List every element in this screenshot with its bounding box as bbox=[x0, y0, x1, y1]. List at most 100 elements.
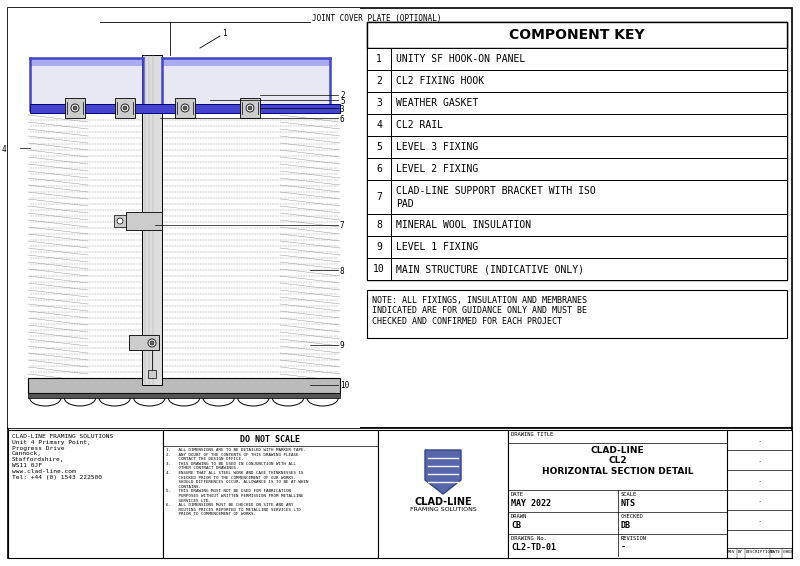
Bar bbox=[114, 215, 126, 227]
Bar bbox=[8, 8, 360, 428]
Text: DRAWING No.: DRAWING No. bbox=[511, 536, 546, 541]
Bar bbox=[367, 236, 787, 258]
Circle shape bbox=[117, 218, 123, 224]
Text: .: . bbox=[758, 497, 761, 503]
Bar bbox=[129, 335, 159, 350]
Text: 9: 9 bbox=[340, 341, 345, 350]
Text: BY: BY bbox=[738, 550, 743, 554]
Circle shape bbox=[246, 104, 254, 112]
Text: 10: 10 bbox=[340, 381, 350, 391]
Text: 5: 5 bbox=[376, 142, 382, 152]
Bar bbox=[367, 22, 787, 280]
Text: LEVEL 1 FIXING: LEVEL 1 FIXING bbox=[396, 242, 478, 252]
Text: WEATHER GASKET: WEATHER GASKET bbox=[396, 98, 478, 108]
Text: PAD: PAD bbox=[396, 199, 414, 209]
Text: -: - bbox=[621, 543, 626, 552]
Circle shape bbox=[121, 104, 129, 112]
Text: CHKD: CHKD bbox=[783, 550, 793, 554]
Bar bbox=[28, 393, 340, 398]
Circle shape bbox=[150, 341, 154, 345]
Text: CL2 FIXING HOOK: CL2 FIXING HOOK bbox=[396, 76, 484, 86]
Bar bbox=[175, 98, 195, 118]
Text: 3: 3 bbox=[340, 105, 345, 114]
Bar bbox=[148, 370, 156, 378]
Bar bbox=[367, 180, 787, 214]
Text: .: . bbox=[758, 437, 761, 443]
Text: 4: 4 bbox=[376, 120, 382, 130]
Bar bbox=[30, 104, 340, 113]
Text: COMPONENT KEY: COMPONENT KEY bbox=[509, 28, 645, 42]
Bar bbox=[115, 98, 135, 118]
Text: CLAD-LINE: CLAD-LINE bbox=[414, 497, 472, 507]
Circle shape bbox=[248, 106, 252, 110]
Text: CB: CB bbox=[511, 521, 521, 530]
Text: JOINT COVER PLATE (OPTIONAL): JOINT COVER PLATE (OPTIONAL) bbox=[312, 15, 442, 24]
Text: 3: 3 bbox=[376, 98, 382, 108]
Text: DO NOT SCALE: DO NOT SCALE bbox=[241, 435, 301, 444]
Bar bbox=[240, 98, 260, 118]
Bar bbox=[367, 214, 787, 236]
Text: .: . bbox=[758, 457, 761, 463]
Bar bbox=[162, 58, 330, 110]
Text: SCALE: SCALE bbox=[621, 492, 637, 497]
Bar bbox=[142, 55, 162, 385]
Circle shape bbox=[123, 106, 127, 110]
Bar bbox=[367, 290, 787, 338]
Text: LEVEL 2 FIXING: LEVEL 2 FIXING bbox=[396, 164, 478, 174]
Text: DATE: DATE bbox=[771, 550, 781, 554]
Bar bbox=[367, 22, 787, 48]
Bar bbox=[280, 115, 340, 375]
Text: 7: 7 bbox=[340, 221, 345, 230]
Bar bbox=[367, 136, 787, 158]
Text: MAIN STRUCTURE (INDICATIVE ONLY): MAIN STRUCTURE (INDICATIVE ONLY) bbox=[396, 264, 584, 274]
Bar bbox=[30, 58, 143, 110]
Text: 6: 6 bbox=[376, 164, 382, 174]
Text: 8: 8 bbox=[340, 267, 345, 276]
Polygon shape bbox=[425, 450, 461, 494]
Text: 10: 10 bbox=[373, 264, 385, 274]
Text: 7: 7 bbox=[376, 192, 382, 202]
Bar bbox=[28, 115, 340, 375]
Bar bbox=[28, 115, 88, 375]
Bar bbox=[8, 430, 163, 558]
Bar bbox=[508, 430, 792, 558]
Text: CLAD-LINE FRAMING SOLUTIONS
Unit 4 Primary Point,
Progress Drive
Cannock,
Staffo: CLAD-LINE FRAMING SOLUTIONS Unit 4 Prima… bbox=[12, 434, 114, 479]
Text: .: . bbox=[758, 517, 761, 523]
Text: 2: 2 bbox=[376, 76, 382, 86]
Bar bbox=[126, 212, 162, 230]
Text: 1: 1 bbox=[222, 28, 226, 37]
Text: UNITY SF HOOK-ON PANEL: UNITY SF HOOK-ON PANEL bbox=[396, 54, 526, 64]
Text: 9: 9 bbox=[376, 242, 382, 252]
Bar bbox=[8, 428, 792, 558]
Text: CL2-TD-01: CL2-TD-01 bbox=[511, 543, 556, 552]
Text: DATE: DATE bbox=[511, 492, 524, 497]
Bar bbox=[367, 92, 787, 114]
Bar bbox=[8, 8, 792, 428]
Text: 1.   ALL DIMENSIONS ARE TO BE DETAILED WITH MARKER TAPE.
2.   ANY DOUBT OF THE C: 1. ALL DIMENSIONS ARE TO BE DETAILED WIT… bbox=[166, 448, 309, 516]
Text: 5: 5 bbox=[340, 96, 345, 105]
Text: DRAWING TITLE: DRAWING TITLE bbox=[511, 432, 554, 437]
Bar bbox=[367, 48, 787, 70]
Bar bbox=[367, 114, 787, 136]
Text: NTS: NTS bbox=[621, 499, 635, 508]
Circle shape bbox=[181, 104, 189, 112]
Text: 8: 8 bbox=[376, 220, 382, 230]
Bar bbox=[65, 98, 85, 118]
Text: DESCRIPTION: DESCRIPTION bbox=[746, 550, 774, 554]
Circle shape bbox=[71, 104, 79, 112]
Circle shape bbox=[148, 339, 156, 347]
Text: MAY 2022: MAY 2022 bbox=[511, 499, 551, 508]
Text: 4: 4 bbox=[2, 144, 6, 153]
Bar bbox=[378, 430, 508, 558]
Text: CHECKED: CHECKED bbox=[621, 514, 643, 519]
Text: 6: 6 bbox=[340, 114, 345, 123]
Text: DB: DB bbox=[621, 521, 630, 530]
Bar bbox=[162, 58, 330, 66]
Text: DRAWN: DRAWN bbox=[511, 514, 527, 519]
Text: CL2 RAIL: CL2 RAIL bbox=[396, 120, 443, 130]
Text: 2: 2 bbox=[340, 92, 345, 101]
Circle shape bbox=[73, 106, 77, 110]
Text: NOTE: ALL FIXINGS, INSULATION AND MEMBRANES
INDICATED ARE FOR GUIDANCE ONLY AND : NOTE: ALL FIXINGS, INSULATION AND MEMBRA… bbox=[372, 296, 587, 326]
Bar bbox=[367, 158, 787, 180]
Text: REVISION: REVISION bbox=[621, 536, 646, 541]
